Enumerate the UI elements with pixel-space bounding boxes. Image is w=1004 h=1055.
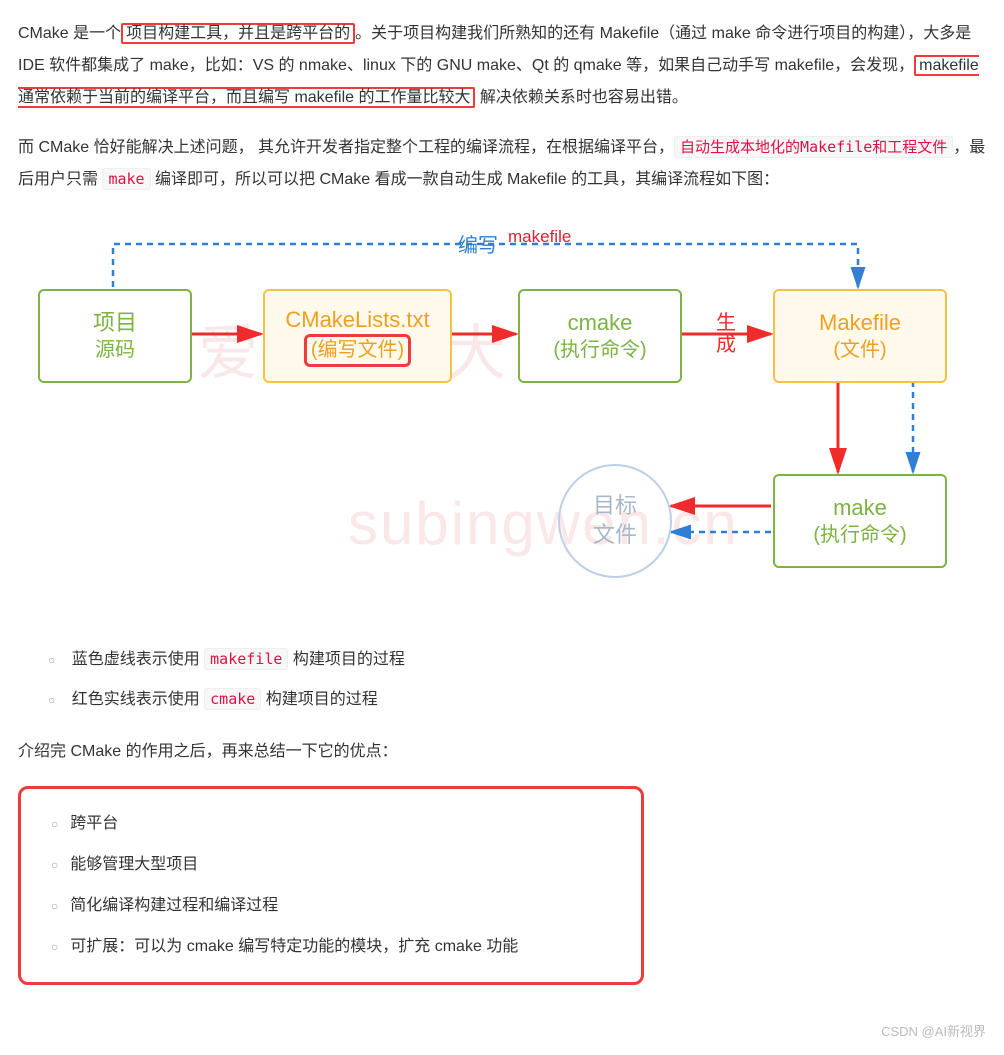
p1-text3: 解决依赖关系时也容易出错。 (475, 89, 687, 106)
code-chip-makefile: makefile (204, 648, 288, 670)
node-target: 目标 文件 (558, 464, 672, 578)
footer-watermark: CSDN @AI新视界 (881, 1019, 986, 1045)
node-cmakelists: CMakeLists.txt(编写文件) (263, 289, 452, 383)
node-cmake: cmake(执行命令) (518, 289, 682, 383)
advantage-item: 能够管理大型项目 (51, 849, 631, 881)
flow-diagram: 爱编程的大 subingwen.cn 编写 makefile 生 成 项 (18, 214, 986, 634)
legend-red: 红色实线表示使用 cmake 构建项目的过程 (48, 684, 986, 716)
advantages-list: 跨平台 能够管理大型项目 简化编译构建过程和编译过程 可扩展：可以为 cmake… (18, 786, 644, 985)
p1-highlight-1: 项目构建工具，并且是跨平台的 (121, 23, 355, 44)
paragraph-1: CMake 是一个项目构建工具，并且是跨平台的。关于项目构建我们所熟知的还有 M… (18, 18, 986, 114)
paragraph-3: 介绍完 CMake 的作用之后，再来总结一下它的优点： (18, 736, 986, 768)
legend-blue: 蓝色虚线表示使用 makefile 构建项目的过程 (48, 644, 986, 676)
advantage-item: 跨平台 (51, 808, 631, 840)
advantage-item: 可扩展：可以为 cmake 编写特定功能的模块，扩充 cmake 功能 (51, 931, 631, 963)
node-make: make(执行命令) (773, 474, 947, 568)
node-makefile: Makefile(文件) (773, 289, 947, 383)
advantage-item: 简化编译构建过程和编译过程 (51, 890, 631, 922)
label-shengcheng: 生 成 (716, 312, 736, 356)
node-source: 项目源码 (38, 289, 192, 383)
p2-text1: 而 CMake 恰好能解决上述问题， 其允许开发者指定整个工程的编译流程，在根据… (18, 139, 674, 156)
code-chip-cmake: cmake (204, 688, 261, 710)
paragraph-2: 而 CMake 恰好能解决上述问题， 其允许开发者指定整个工程的编译流程，在根据… (18, 132, 986, 196)
legend-list: 蓝色虚线表示使用 makefile 构建项目的过程 红色实线表示使用 cmake… (18, 644, 986, 716)
p2-text3: 编译即可，所以可以把 CMake 看成一款自动生成 Makefile 的工具，其… (151, 171, 780, 188)
code-chip-autogen: 自动生成本地化的Makefile和工程文件 (674, 136, 953, 158)
p1-text: CMake 是一个 (18, 25, 121, 42)
watermark-2: subingwen.cn (348, 464, 739, 584)
label-bianxie: 编写 (458, 226, 498, 266)
label-makefile: makefile (508, 220, 571, 254)
code-chip-make: make (102, 168, 150, 190)
diagram-connectors (18, 214, 986, 634)
